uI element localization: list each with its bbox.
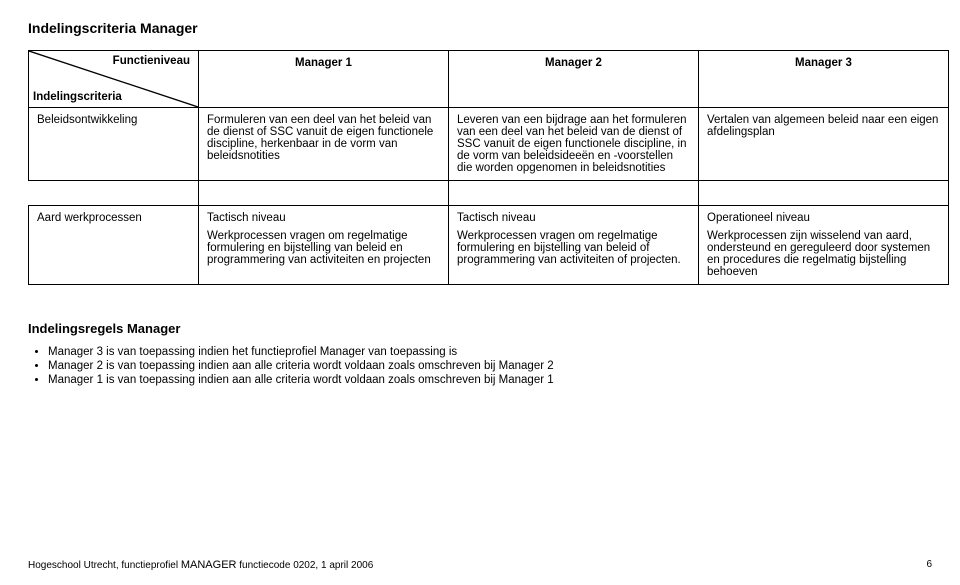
cell-text: Werkprocessen vragen om regelmatige form…: [457, 230, 690, 266]
cell: Tactisch niveau Werkprocessen vragen om …: [199, 206, 449, 285]
corner-top-label: Functieniveau: [113, 55, 190, 67]
cell: Leveren van een bijdrage aan het formule…: [449, 108, 699, 181]
spacer-row: [29, 181, 949, 206]
page-title: Indelingscriteria Manager: [28, 20, 932, 36]
diagonal-header: Functieniveau Indelingscriteria: [29, 51, 199, 108]
page-footer: Hogeschool Utrecht, functieprofiel MANAG…: [28, 559, 932, 571]
footer-caps: MANAGER: [181, 559, 237, 571]
criteria-table: Functieniveau Indelingscriteria Manager …: [28, 50, 949, 285]
col-header: Manager 3: [699, 51, 949, 108]
level-label: Operationeel niveau: [707, 212, 810, 224]
row-label: Beleidsontwikkeling: [29, 108, 199, 181]
cell: Tactisch niveau Werkprocessen vragen om …: [449, 206, 699, 285]
cell: Formuleren van een deel van het beleid v…: [199, 108, 449, 181]
page-number: 6: [926, 559, 932, 570]
table-row: Aard werkprocessen Tactisch niveau Werkp…: [29, 206, 949, 285]
cell-text: Werkprocessen zijn wisselend van aard, o…: [707, 230, 940, 278]
rules-title: Indelingsregels Manager: [28, 321, 932, 336]
cell: Vertalen van algemeen beleid naar een ei…: [699, 108, 949, 181]
level-label: Tactisch niveau: [207, 212, 286, 224]
cell-text: Werkprocessen vragen om regelmatige form…: [207, 230, 440, 266]
list-item: Manager 3 is van toepassing indien het f…: [48, 346, 932, 358]
cell: Operationeel niveau Werkprocessen zijn w…: [699, 206, 949, 285]
list-item: Manager 1 is van toepassing indien aan a…: [48, 374, 932, 386]
level-label: Tactisch niveau: [457, 212, 536, 224]
list-item: Manager 2 is van toepassing indien aan a…: [48, 360, 932, 372]
footer-prefix: Hogeschool Utrecht, functieprofiel: [28, 560, 181, 571]
col-header: Manager 1: [199, 51, 449, 108]
col-header: Manager 2: [449, 51, 699, 108]
corner-bottom-label: Indelingscriteria: [33, 91, 122, 103]
table-row: Beleidsontwikkeling Formuleren van een d…: [29, 108, 949, 181]
rules-list: Manager 3 is van toepassing indien het f…: [48, 346, 932, 386]
row-label: Aard werkprocessen: [29, 206, 199, 285]
footer-suffix: functiecode 0202, 1 april 2006: [236, 560, 373, 571]
